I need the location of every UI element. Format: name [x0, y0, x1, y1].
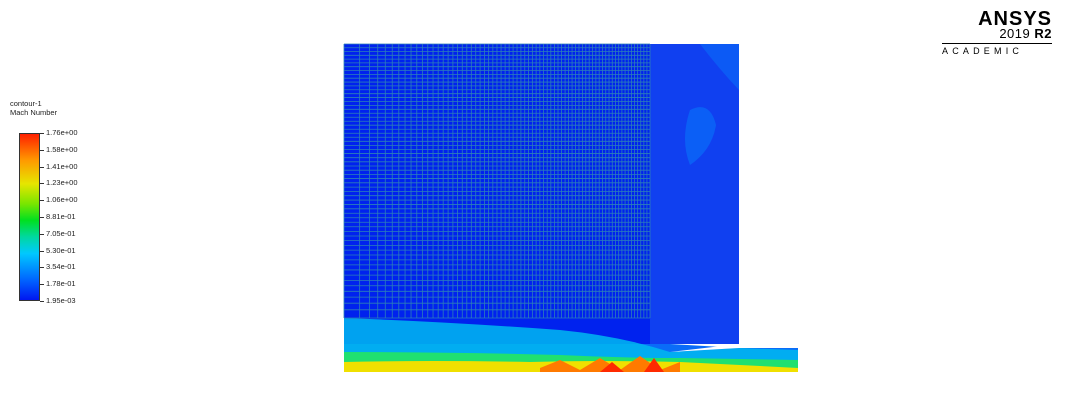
- colorbar-tick-label: 8.81e-01: [46, 212, 76, 221]
- colorbar-tick: [40, 149, 44, 151]
- colorbar-tick: [40, 284, 44, 286]
- legend-variable-name: Mach Number: [10, 108, 58, 117]
- colorbar-tick: [40, 233, 44, 235]
- right-upper-contour: [700, 44, 739, 90]
- lower-band-red: [600, 358, 664, 372]
- colorbar-tick-label: 7.05e-01: [46, 228, 76, 238]
- colorbar-tick-label: 3.54e-01: [46, 262, 76, 272]
- colorbar-tick-label: 1.41e+00: [46, 161, 78, 171]
- logo-version: 2019 R2: [999, 26, 1052, 41]
- colorbar-tick-label: 5.30e-01: [46, 245, 76, 255]
- upper-domain-lighter-region: [650, 44, 739, 344]
- colorbar-tick: [40, 133, 44, 134]
- colorbar-tick: [40, 250, 44, 252]
- colorbar-tick: [40, 166, 44, 168]
- step-corner-white: [670, 344, 739, 352]
- colorbar-tick-label: 1.78e-01: [46, 279, 76, 289]
- colorbar-tick: [40, 217, 44, 218]
- colorbar-tick-label: 1.06e+00: [46, 195, 78, 205]
- logo-divider: [942, 43, 1052, 44]
- mesh-grid: [343, 43, 651, 319]
- colorbar-tick-label: 1.95e-03: [46, 296, 76, 305]
- colorbar-legend: contour-1 Mach Number 1.76e+00 1.58e+00 1.…: [10, 100, 100, 310]
- colorbar-tick-label: 1.76e+00: [46, 128, 78, 137]
- colorbar-tick: [40, 183, 44, 185]
- colorbar-tick-label: 1.58e+00: [46, 144, 78, 154]
- logo-edition: ACADEMIC: [942, 46, 1024, 56]
- legend-title: contour-1: [10, 99, 42, 108]
- logo-year: 2019: [999, 26, 1031, 41]
- colorbar-gradient: [19, 133, 40, 301]
- colorbar-tick-label: 1.23e+00: [46, 178, 78, 188]
- colorbar-tick: [40, 301, 44, 302]
- logo-release: R2: [1034, 26, 1052, 41]
- ansys-logo: ANSYS 2019 R2 ACADEMIC: [940, 8, 1055, 58]
- colorbar-tick: [40, 200, 44, 202]
- logo-brand: ANSYS: [978, 8, 1052, 30]
- right-wall-contour: [685, 107, 716, 165]
- colorbar-tick: [40, 267, 44, 269]
